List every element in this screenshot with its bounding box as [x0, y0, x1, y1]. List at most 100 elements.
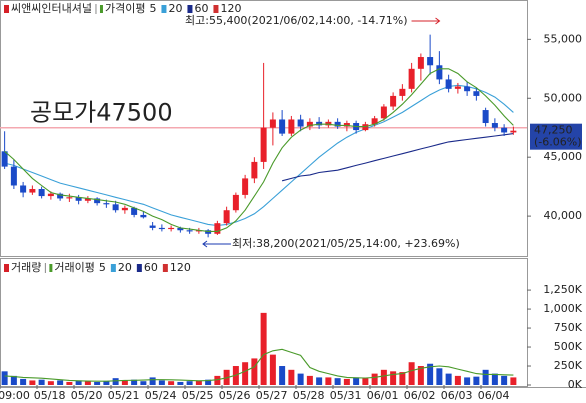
candle-body	[177, 227, 184, 231]
volume-bar	[214, 375, 221, 385]
low-annotation: 최저:38,200(2021/05/25,14:00, +23.69%)	[232, 237, 460, 250]
x-tick-label: 05/18	[34, 389, 66, 402]
low-arrow	[202, 240, 231, 248]
volume-bar	[66, 381, 73, 385]
candle-body	[57, 193, 64, 199]
y-tick-label: 0K	[568, 378, 583, 391]
legend-swatch	[4, 264, 9, 272]
legend-swatch	[49, 264, 53, 272]
volume-bar	[454, 375, 461, 385]
candle-body	[269, 119, 276, 128]
volume-bar	[186, 381, 193, 385]
candle-body	[436, 65, 443, 80]
legend-swatch	[99, 5, 103, 13]
legend-swatch	[161, 5, 167, 13]
candle-body	[399, 88, 406, 96]
candle-body	[131, 207, 138, 215]
volume-bar	[103, 381, 110, 385]
volume-bar	[279, 366, 286, 385]
candle-body	[205, 230, 212, 234]
candle-body	[94, 198, 101, 204]
volume-bar	[491, 373, 498, 385]
volume-bar	[94, 381, 101, 385]
x-tick-label: 09:00	[0, 389, 30, 402]
x-tick-label: 05/27	[256, 389, 288, 402]
volume-bar	[47, 381, 54, 385]
volume-bar	[380, 369, 387, 385]
legend-title: 거래량	[11, 261, 41, 274]
legend-entry: 60	[194, 2, 208, 15]
volume-bar	[390, 371, 397, 385]
volume-bar	[417, 366, 424, 385]
volume-bar	[140, 381, 147, 385]
ma-line	[281, 133, 514, 182]
ma-line	[4, 84, 514, 227]
legend-title: 씨앤씨인터내셔널	[11, 2, 92, 15]
x-tick-label: 06/04	[478, 389, 510, 402]
candle-body	[168, 227, 175, 230]
legend-entry: 5	[99, 261, 106, 274]
legend-entry: 60	[144, 261, 158, 274]
candle-body	[288, 119, 295, 134]
candle-body	[464, 86, 471, 92]
candle-body	[491, 123, 498, 128]
volume-bar	[149, 377, 156, 385]
volume-bar	[501, 375, 508, 385]
candle-body	[297, 119, 304, 127]
reference-label: 공모가47500	[30, 99, 173, 127]
volume-bar	[168, 381, 175, 385]
candle-body	[1, 151, 8, 167]
volume-bar	[269, 354, 276, 385]
candle-body	[251, 161, 258, 179]
legend-entry: 120	[170, 261, 191, 274]
volume-bar	[510, 377, 517, 385]
candle-body	[325, 121, 332, 126]
candle-body	[510, 130, 517, 133]
volume-bar	[306, 375, 313, 385]
volume-bar	[29, 380, 36, 385]
volume-panel-frame	[0, 258, 528, 387]
volume-bar	[38, 379, 45, 385]
candle-body	[214, 223, 221, 234]
candle-body	[29, 189, 36, 193]
candle-body	[242, 178, 249, 195]
y-tick-label: 1,250K	[543, 283, 582, 296]
legend-swatch	[110, 264, 116, 272]
volume-bar	[288, 369, 295, 385]
legend-entry: 20	[168, 2, 182, 15]
y-tick-label: 45,000	[544, 150, 583, 163]
legend-label: 가격이평	[105, 2, 145, 15]
last-price: 47,250	[534, 124, 573, 137]
legend-entry: 5	[149, 2, 156, 15]
candle-body	[38, 189, 45, 197]
volume-bar	[408, 362, 415, 385]
legend-swatch	[4, 5, 9, 13]
candle-body	[103, 203, 110, 205]
x-tick-label: 06/03	[441, 389, 473, 402]
candle-body	[20, 185, 27, 193]
price-panel-frame	[0, 0, 528, 257]
ma-line	[4, 68, 514, 232]
x-tick-label: 05/31	[330, 389, 362, 402]
candle-body	[501, 127, 508, 133]
volume-bar	[260, 312, 267, 385]
last-price-box	[530, 123, 582, 150]
volume-bar	[473, 376, 480, 385]
volume-bar	[251, 358, 258, 385]
candle-body	[47, 193, 54, 197]
candle-body	[149, 225, 156, 228]
volume-bar	[195, 380, 202, 385]
volume-bar	[353, 377, 360, 385]
candle-body	[306, 121, 313, 127]
legend-swatch	[162, 264, 168, 272]
candle-body	[445, 79, 452, 89]
x-tick-label: 05/21	[108, 389, 140, 402]
volume-bar	[427, 363, 434, 385]
volume-bar	[343, 378, 350, 385]
candle-body	[121, 207, 128, 211]
candle-body	[371, 118, 378, 125]
volume-bar	[436, 368, 443, 385]
volume-bar	[316, 377, 323, 385]
candle-body	[66, 197, 73, 199]
volume-bar	[371, 373, 378, 385]
